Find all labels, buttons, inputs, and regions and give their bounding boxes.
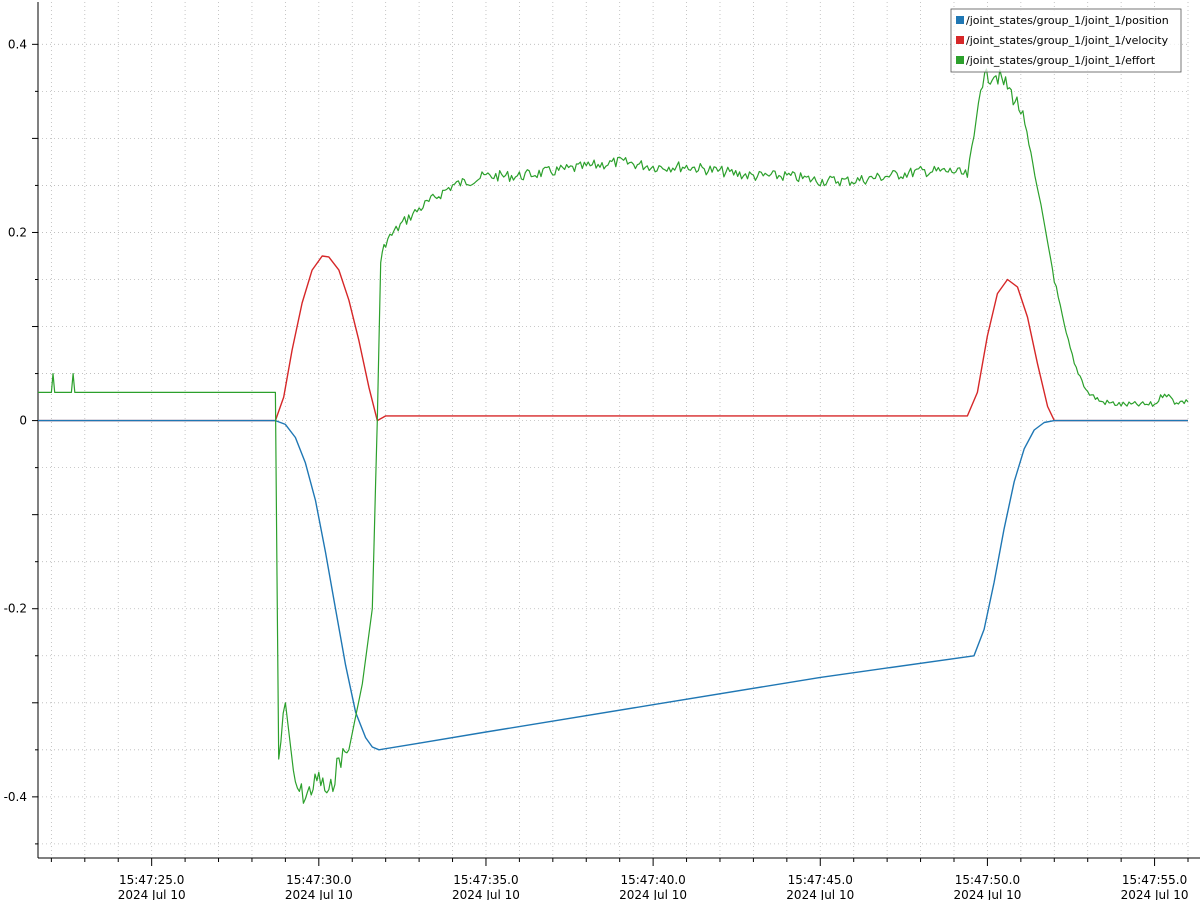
x-tick-date-label: 2024 Jul 10 [285,888,353,900]
x-tick-date-label: 2024 Jul 10 [619,888,687,900]
y-tick-label: 0 [19,414,27,428]
legend-swatch [956,56,964,64]
x-tick-label: 15:47:25.0 [119,873,184,887]
series-line-effort [38,68,1189,804]
legend-label: /joint_states/group_1/joint_1/position [966,14,1169,27]
x-tick-date-label: 2024 Jul 10 [452,888,520,900]
x-tick-label: 15:47:40.0 [620,873,685,887]
legend-swatch [956,36,964,44]
x-tick-date-label: 2024 Jul 10 [1121,888,1189,900]
y-tick-label: 0.4 [8,37,27,51]
x-tick-label: 15:47:45.0 [788,873,853,887]
y-tick-label: 0.2 [8,225,27,239]
grid [38,2,1189,858]
x-tick-label: 15:47:35.0 [453,873,518,887]
y-tick-label: -0.4 [4,790,27,804]
x-tick-date-label: 2024 Jul 10 [786,888,854,900]
series-layer [38,68,1189,804]
legend-swatch [956,16,964,24]
x-tick-label: 15:47:55.0 [1122,873,1187,887]
legend-label: /joint_states/group_1/joint_1/effort [966,54,1156,67]
y-tick-label: -0.2 [4,602,27,616]
x-tick-date-label: 2024 Jul 10 [118,888,186,900]
legend: /joint_states/group_1/joint_1/position/j… [950,8,1182,73]
legend-label: /joint_states/group_1/joint_1/velocity [966,34,1169,47]
x-tick-date-label: 2024 Jul 10 [953,888,1021,900]
series-line-position [38,419,1188,751]
x-tick-label: 15:47:30.0 [286,873,351,887]
x-tick-label: 15:47:50.0 [955,873,1020,887]
legend-box [950,8,1182,73]
series-line-velocity [38,255,1188,422]
